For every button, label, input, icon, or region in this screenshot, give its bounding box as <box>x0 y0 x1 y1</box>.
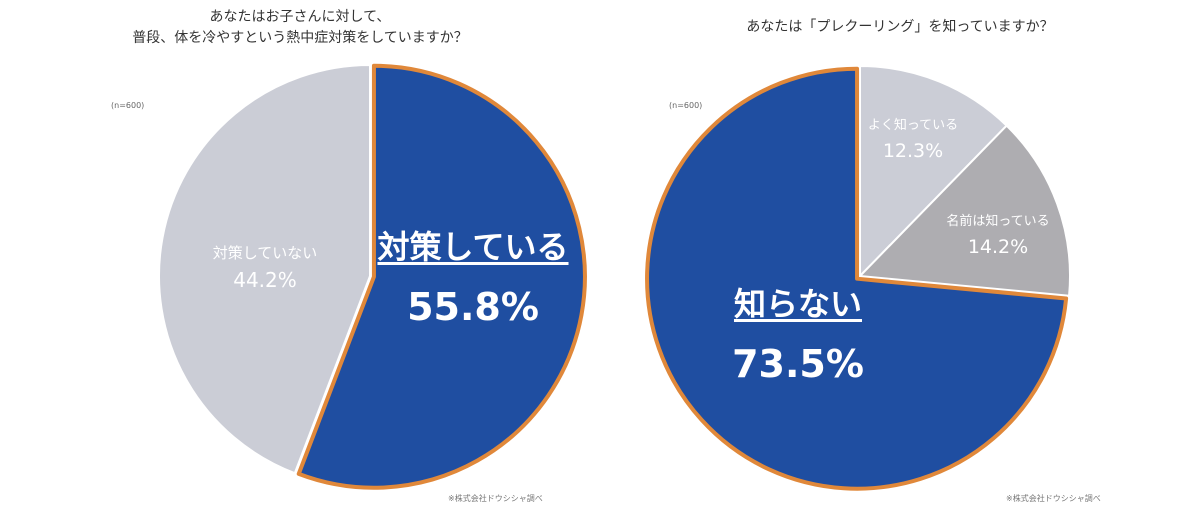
chart-panel-left: あなたはお子さんに対して、 普段、体を冷やすという熱中症対策をしていますか？ (… <box>0 7 600 503</box>
source-note: ※株式会社ドウシシャ調べ <box>1006 494 1101 503</box>
slice-label-name: 対策していない <box>212 244 318 262</box>
chart-title-line: あなたはお子さんに対して、 <box>209 9 391 25</box>
chart-title: あなたは「プレクーリング」を知っていますか？ <box>600 7 1200 38</box>
pie-slice <box>857 124 1071 297</box>
slice-label-name: 対策している <box>377 228 569 266</box>
slice-label-value: 44.2% <box>233 268 297 292</box>
slice-label-name: 名前は知っている <box>946 214 1050 229</box>
chart-title-line: あなたは「プレクーリング」を知っていますか？ <box>746 19 1054 35</box>
chart-title-line: 普段、体を冷やすという熱中症対策をしていますか？ <box>132 30 468 46</box>
pie-slice <box>859 64 1009 279</box>
sample-size-label: (n=600) <box>669 101 703 110</box>
slice-label: 名前は知っている 14.2% <box>930 213 1066 260</box>
pie-chart <box>158 63 587 490</box>
pie-slice <box>645 66 1069 491</box>
slice-label-value: 55.8% <box>407 285 539 329</box>
pie-slice <box>158 63 371 475</box>
slice-label-name: よく知っている <box>867 118 959 133</box>
chart-title: あなたはお子さんに対して、 普段、体を冷やすという熱中症対策をしていますか？ <box>0 7 600 49</box>
slice-label: 対策している 55.8% <box>373 226 573 332</box>
slice-label: 対策していない 44.2% <box>185 243 345 293</box>
slice-label: 知らない 73.5% <box>713 283 883 389</box>
sample-size-label: (n=600) <box>111 101 145 110</box>
slice-label: よく知っている 12.3% <box>848 117 978 164</box>
slice-label-value: 12.3% <box>882 140 944 162</box>
chart-panel-right: あなたは「プレクーリング」を知っていますか？ (n=600) よく知っている 1… <box>600 0 1200 508</box>
slice-label-value: 73.5% <box>732 342 864 386</box>
slice-label-name: 知らない <box>733 285 862 323</box>
pie-slice <box>296 63 587 490</box>
pie-chart <box>645 64 1071 491</box>
source-note: ※株式会社ドウシシャ調べ <box>448 494 543 503</box>
slice-label-value: 14.2% <box>967 236 1029 258</box>
